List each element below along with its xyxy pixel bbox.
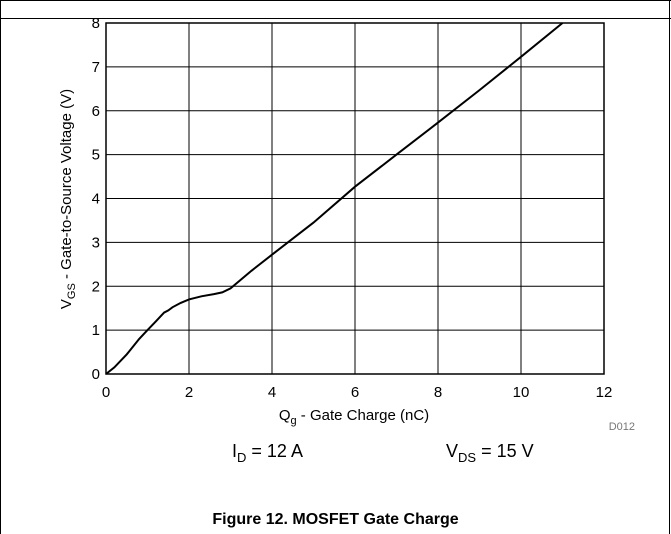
condition-drain-current-main: I xyxy=(232,441,237,461)
y-tick-label: 0 xyxy=(92,366,100,383)
y-tick-label: 3 xyxy=(92,234,100,251)
x-tick-label: 2 xyxy=(185,384,193,401)
x-axis-label-sub: g xyxy=(291,415,297,427)
x-axis-label: Qg - Gate Charge (nC) xyxy=(279,407,429,427)
y-tick-label: 5 xyxy=(92,147,100,164)
x-axis-label-main: Q xyxy=(279,407,291,424)
frame-right-border xyxy=(669,0,670,534)
x-tick-label: 10 xyxy=(513,384,530,401)
condition-drain-source-voltage: VDS = 15 V xyxy=(446,441,534,465)
y-axis-label: VGS - Gate-to-Source Voltage (V) xyxy=(58,89,78,309)
y-tick-label: 8 xyxy=(92,15,100,32)
y-tick-label: 1 xyxy=(92,322,100,339)
y-axis-label-rest: - Gate-to-Source Voltage (V) xyxy=(58,89,75,283)
chart-grid xyxy=(105,22,605,375)
condition-drain-current-rest: = 12 A xyxy=(246,441,303,461)
y-axis-label-main: V xyxy=(58,299,75,309)
x-tick-label: 6 xyxy=(351,384,359,401)
series-line xyxy=(105,22,564,375)
condition-drain-current-sub: D xyxy=(237,450,246,465)
y-tick-label: 7 xyxy=(92,59,100,76)
y-tick-label: 2 xyxy=(92,278,100,295)
x-tick-label: 4 xyxy=(268,384,276,401)
condition-drain-current: ID = 12 A xyxy=(232,441,303,465)
figure-caption: Figure 12. MOSFET Gate Charge xyxy=(212,511,459,528)
x-axis-label-rest: - Gate Charge (nC) xyxy=(297,407,430,424)
figure-code: D012 xyxy=(609,421,635,433)
y-tick-label: 6 xyxy=(92,103,100,120)
y-axis-label-sub: GS xyxy=(66,283,78,299)
x-tick-label: 0 xyxy=(102,384,110,401)
frame-left-border xyxy=(0,0,1,534)
y-tick-label: 4 xyxy=(92,191,100,208)
plot-area xyxy=(105,22,605,375)
condition-drain-source-voltage-rest: = 15 V xyxy=(476,441,534,461)
y-tick-labels: 0 1 2 3 4 5 6 7 8 xyxy=(92,15,100,383)
frame-header-divider xyxy=(0,18,671,19)
condition-drain-source-voltage-main: V xyxy=(446,441,458,461)
x-tick-label: 8 xyxy=(434,384,442,401)
condition-drain-source-voltage-sub: DS xyxy=(458,450,476,465)
frame-top-border xyxy=(0,0,671,1)
x-tick-label: 12 xyxy=(596,384,613,401)
x-tick-labels: 0 2 4 6 8 10 12 xyxy=(102,384,613,401)
